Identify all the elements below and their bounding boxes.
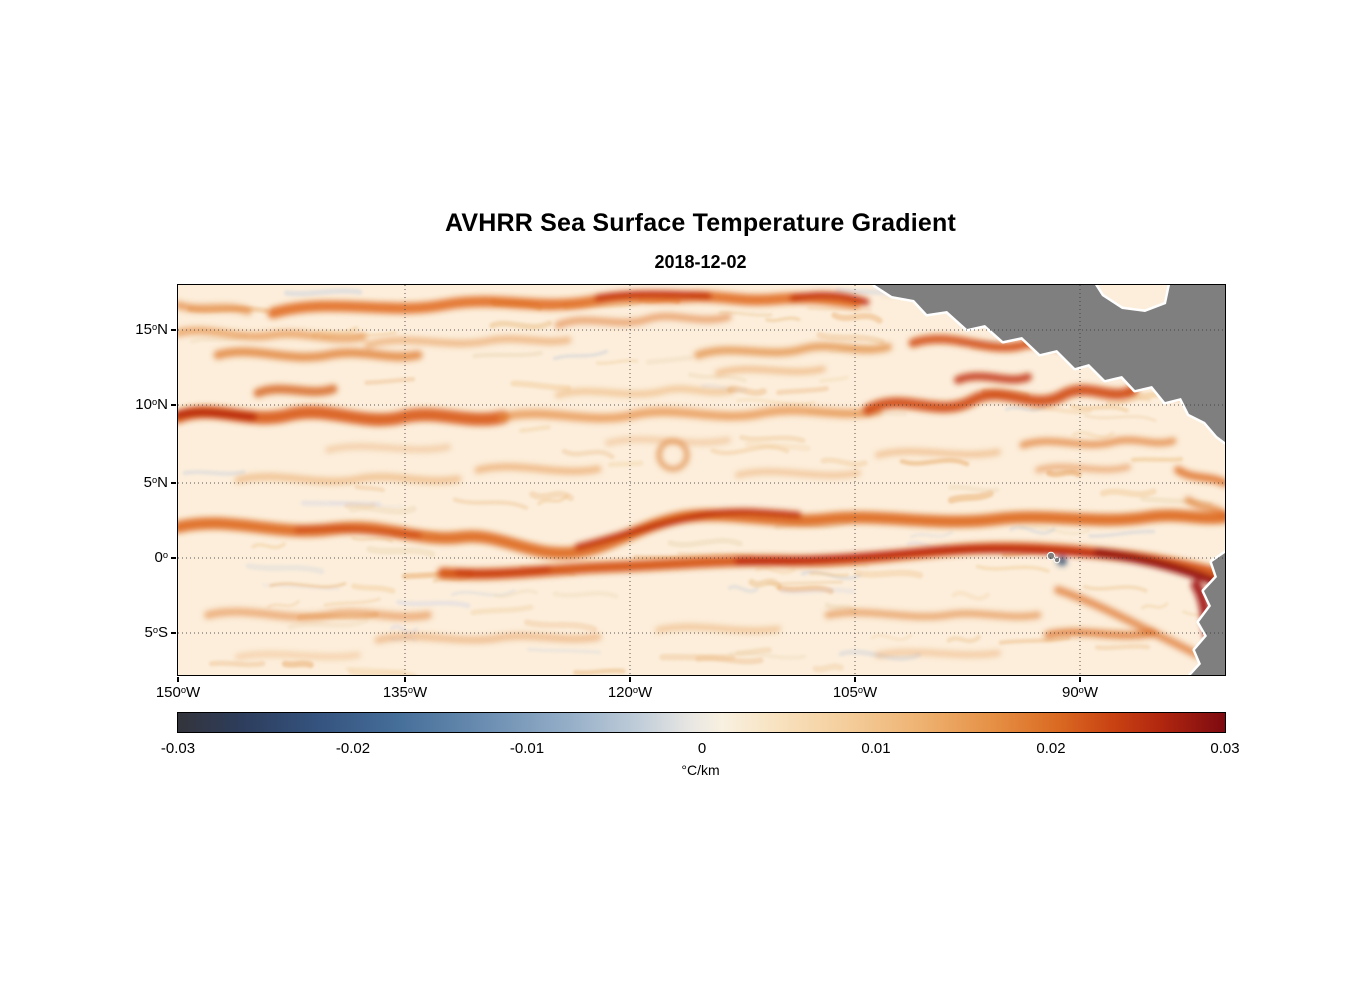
axis-tick xyxy=(177,677,179,682)
axis-tick xyxy=(171,329,176,331)
axis-tick xyxy=(1079,677,1081,682)
galapagos-islands-small xyxy=(1053,556,1061,564)
colorbar-tick-label: 0.03 xyxy=(1210,740,1240,757)
x-tick-label-150w: 150oW xyxy=(155,684,201,701)
y-tick-label-0: 0o xyxy=(154,549,168,566)
axis-tick xyxy=(171,557,176,559)
axis-tick xyxy=(171,632,176,634)
y-tick-label-5s: 5oS xyxy=(144,624,168,641)
colorbar-tick-label: 0.02 xyxy=(1036,740,1066,757)
x-tick-label-120w: 120oW xyxy=(607,684,653,701)
colorbar-tick-label: 0 xyxy=(697,740,707,757)
x-tick-label-105w: 105oW xyxy=(832,684,878,701)
sst-front-paths xyxy=(178,290,1225,675)
colorbar-tick-label: -0.02 xyxy=(335,740,371,757)
colorbar-units-label: °C/km xyxy=(681,762,720,778)
colorbar-tick-label: 0.01 xyxy=(861,740,891,757)
colorbar-gradient xyxy=(177,712,1226,733)
axis-tick xyxy=(854,677,856,682)
y-tick-label-15n: 15oN xyxy=(135,321,168,338)
galapagos-islands xyxy=(1046,551,1056,561)
y-tick-label-5n: 5oN xyxy=(143,474,168,491)
y-tick-label-10n: 10oN xyxy=(135,396,168,413)
land-masses xyxy=(872,285,1225,675)
sst-gradient-map xyxy=(178,285,1225,675)
land-central-america xyxy=(872,285,1225,445)
axis-tick xyxy=(171,482,176,484)
land-south-america xyxy=(1188,550,1225,675)
axis-tick xyxy=(629,677,631,682)
plot-subtitle: 2018-12-02 xyxy=(654,252,747,272)
x-tick-label-135w: 135oW xyxy=(382,684,428,701)
plot-title: AVHRR Sea Surface Temperature Gradient xyxy=(445,209,956,237)
map-plot xyxy=(177,284,1226,676)
axis-tick xyxy=(404,677,406,682)
colorbar-tick-label: -0.03 xyxy=(160,740,196,757)
x-tick-label-90w: 90oW xyxy=(1061,684,1099,701)
colorbar-tick-label: -0.01 xyxy=(509,740,545,757)
grid-lines xyxy=(178,285,1225,675)
axis-tick xyxy=(171,404,176,406)
